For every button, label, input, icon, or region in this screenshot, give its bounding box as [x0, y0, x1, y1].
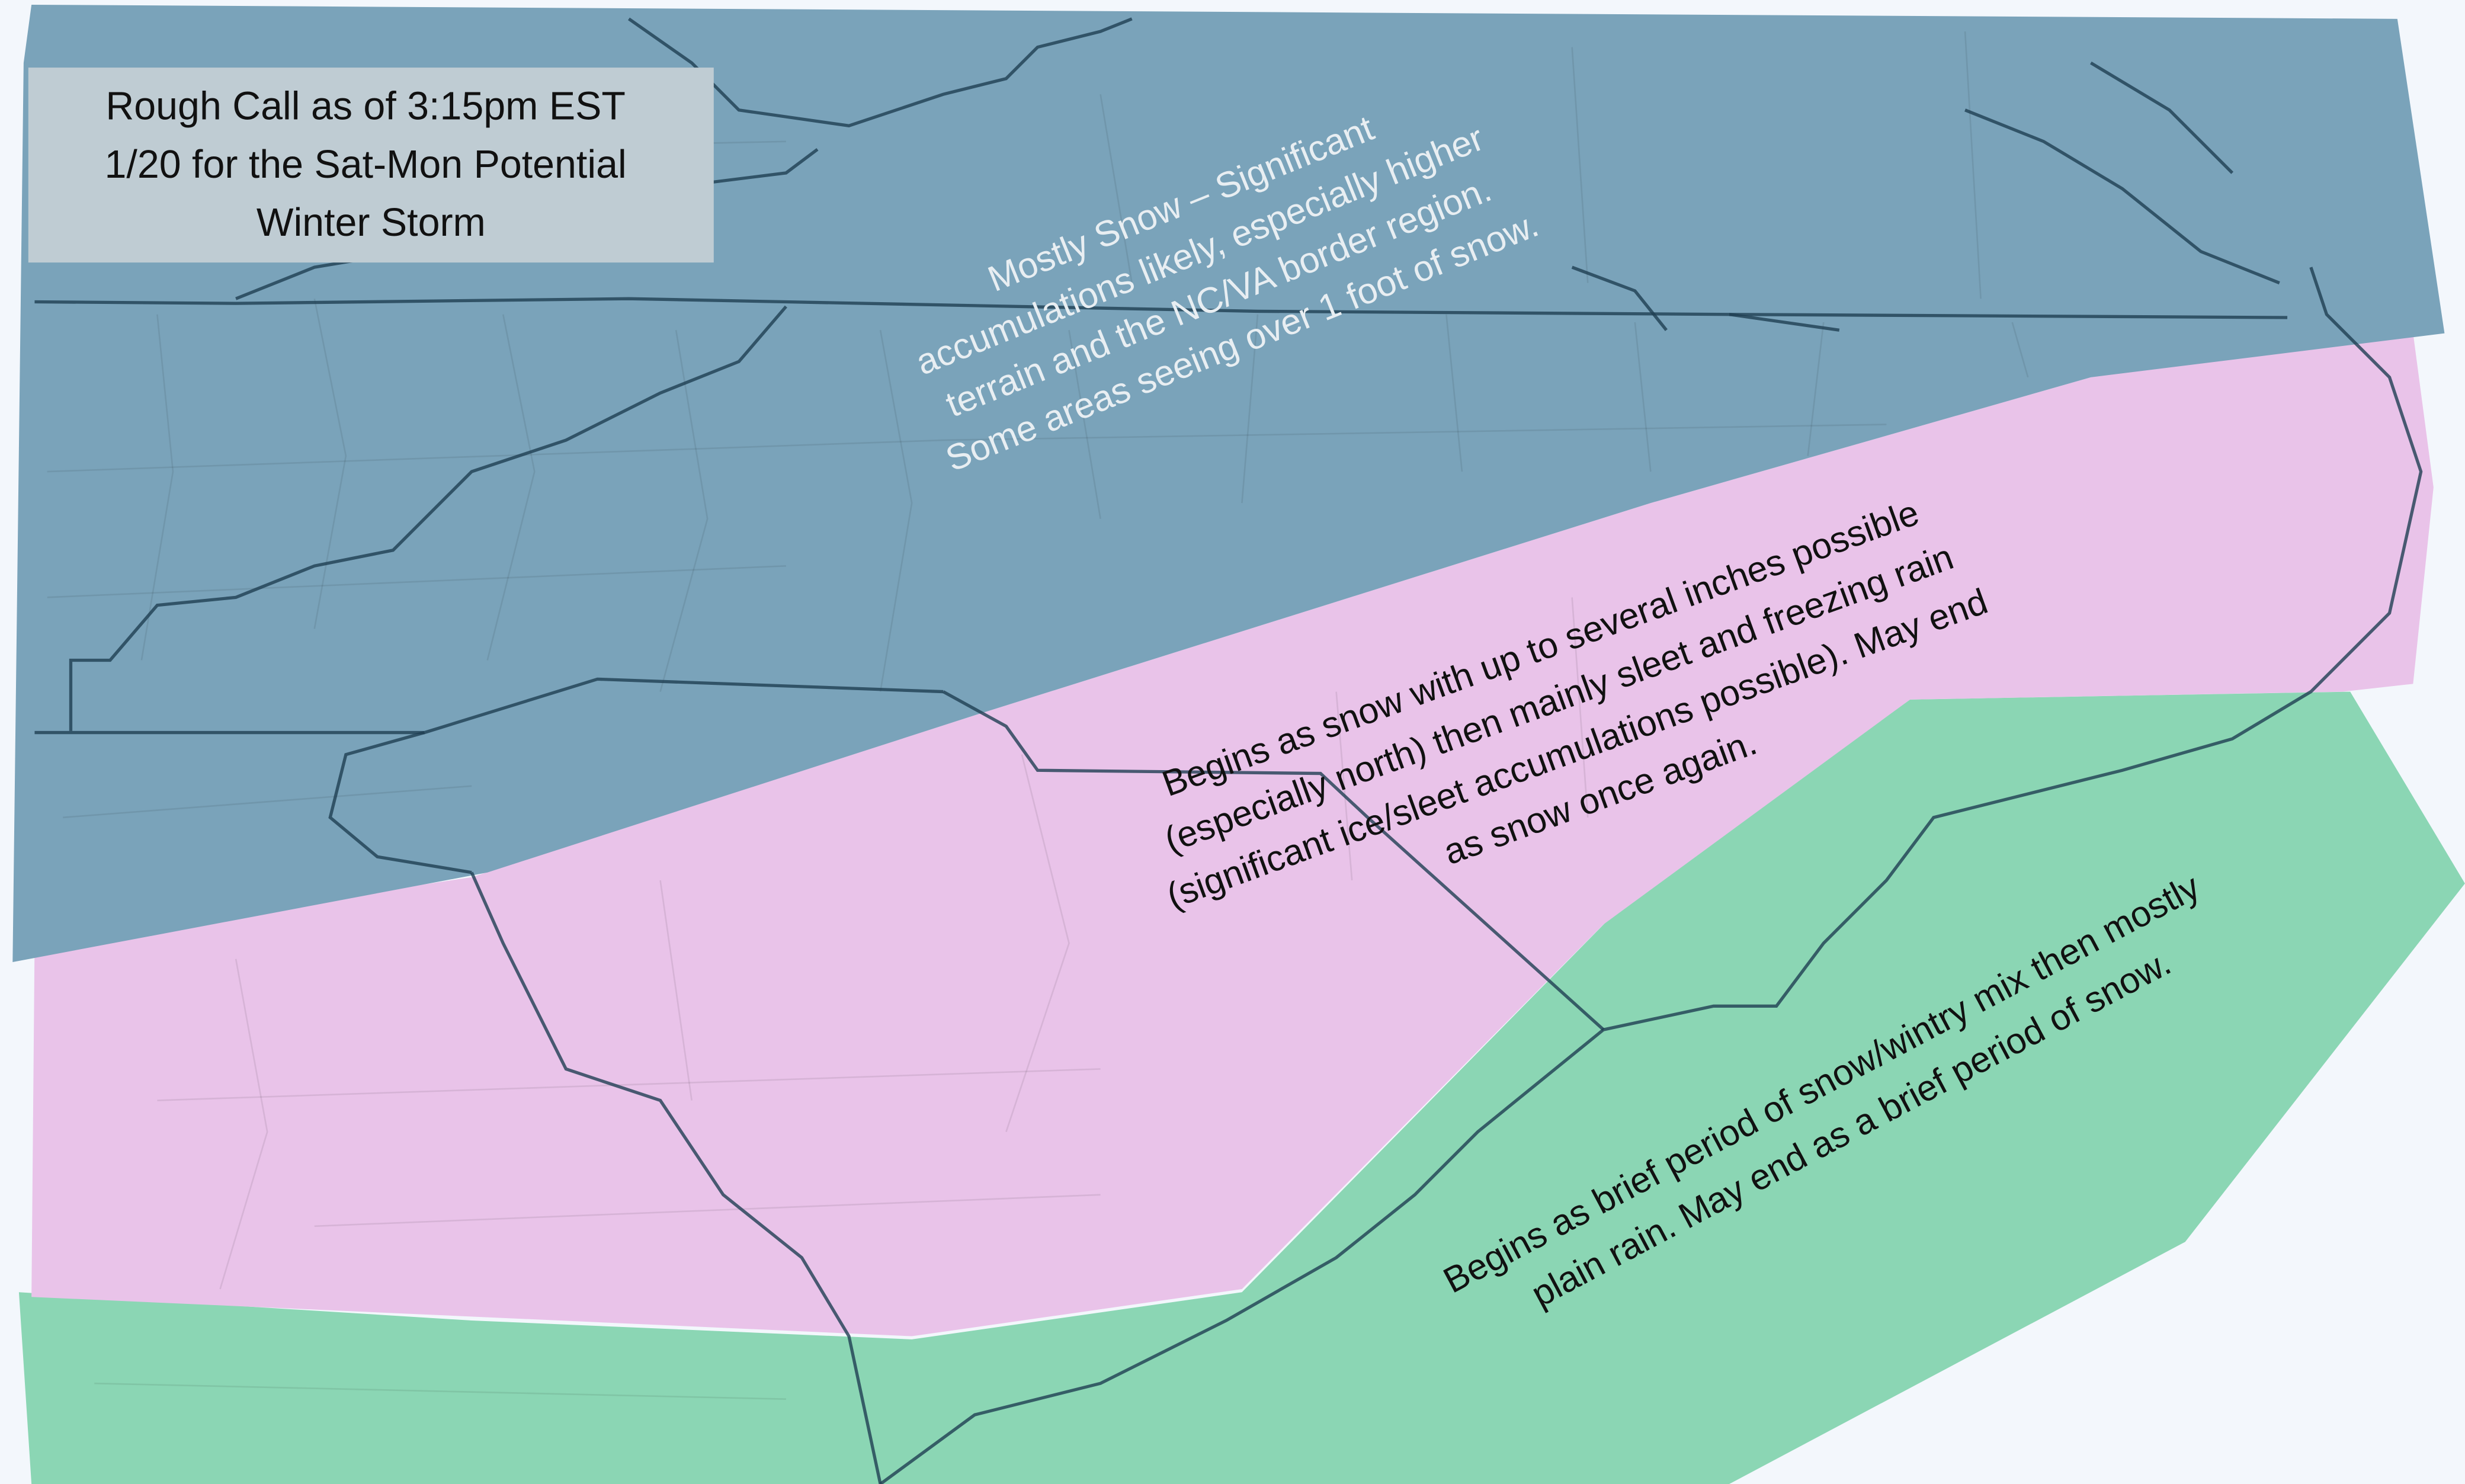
title-line: 1/20 for the Sat-Mon Potential [104, 143, 626, 187]
rain-zone [18, 691, 2465, 1484]
tn-ga-border [34, 677, 944, 735]
virginia-coast [1571, 61, 2280, 332]
nc-sc-border [328, 690, 1605, 1031]
mix-zone [31, 333, 2434, 1336]
title-box [28, 68, 714, 263]
title-line: Rough Call as of 3:15pm EST [105, 85, 625, 129]
state-borders [34, 17, 2423, 1484]
title-line: Winter Storm [257, 201, 486, 245]
title-text: Rough Call as of 3:15pm EST 1/20 for the… [104, 85, 637, 245]
coastline [879, 267, 2423, 1484]
ga-sc-border [470, 871, 882, 1484]
nc-tn-border [69, 305, 787, 731]
